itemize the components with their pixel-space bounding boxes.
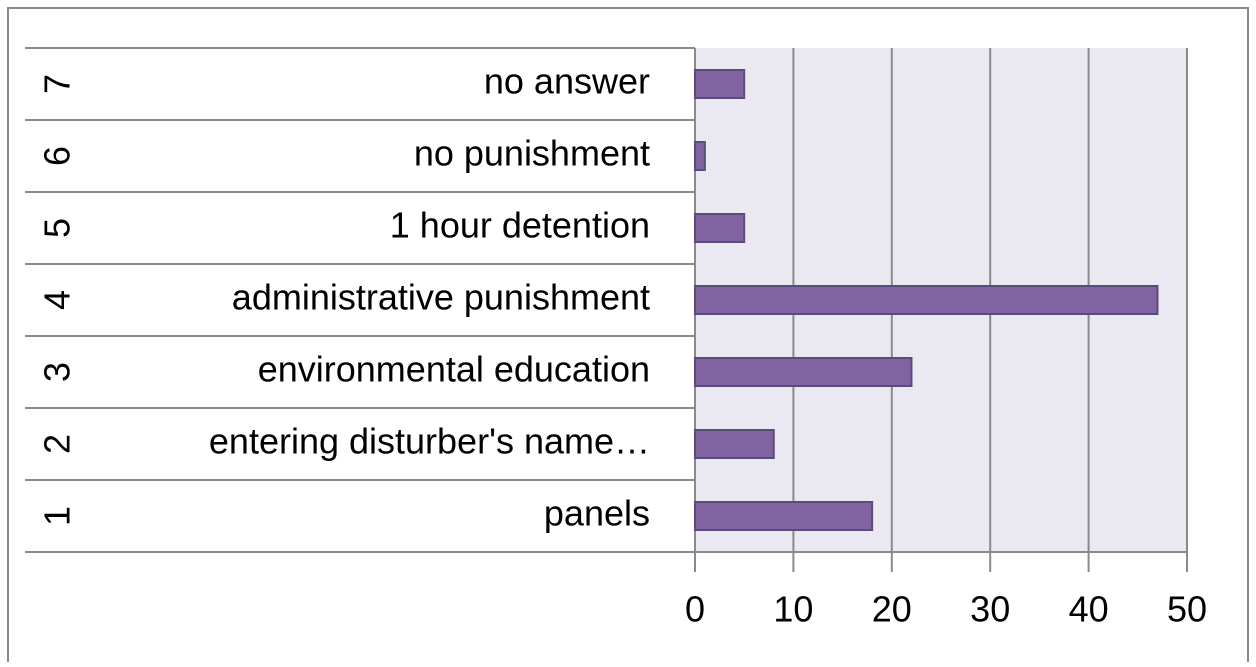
group-label: 7	[37, 74, 78, 94]
bar	[694, 69, 746, 99]
bar	[694, 141, 706, 171]
y-tick-label: 1 hour detention	[390, 205, 650, 246]
bar	[694, 501, 874, 531]
bar	[694, 213, 746, 243]
x-tick-label: 0	[685, 589, 705, 630]
group-label: 4	[37, 290, 78, 310]
group-label: 1	[37, 506, 78, 526]
y-tick-label: no punishment	[414, 133, 650, 174]
x-tick-label: 10	[773, 589, 813, 630]
bar	[694, 285, 1159, 315]
bar	[694, 429, 775, 459]
group-label: 3	[37, 362, 78, 382]
x-tick-label: 20	[872, 589, 912, 630]
x-tick-label: 40	[1069, 589, 1109, 630]
group-label: 5	[37, 218, 78, 238]
y-tick-label: no answer	[484, 61, 650, 102]
bar	[694, 357, 913, 387]
group-label: 6	[37, 146, 78, 166]
x-tick-label: 30	[970, 589, 1010, 630]
y-tick-label: administrative punishment	[232, 277, 650, 318]
y-tick-label: environmental education	[258, 349, 650, 390]
y-tick-label: entering disturber's name…	[209, 421, 650, 462]
y-tick-label: panels	[544, 493, 650, 534]
x-tick-label: 50	[1167, 589, 1207, 630]
group-label: 2	[37, 434, 78, 454]
